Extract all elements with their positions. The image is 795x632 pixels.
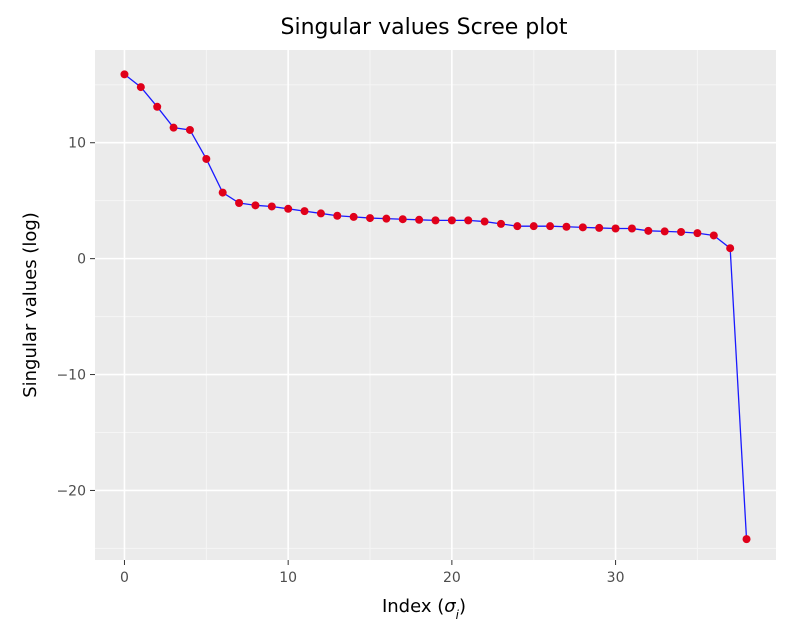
x-axis-title-symbol: σ xyxy=(444,596,456,617)
y-axis-ticks: −20 −10 0 10 xyxy=(56,136,95,499)
data-point xyxy=(513,222,522,231)
x-axis-title: Index (σi) xyxy=(382,596,466,622)
data-point xyxy=(398,215,407,224)
data-point xyxy=(709,231,718,240)
data-point xyxy=(153,102,162,111)
x-tick-label: 20 xyxy=(443,570,461,586)
data-point xyxy=(611,224,620,233)
y-tick-label: −10 xyxy=(56,368,86,384)
data-point xyxy=(595,223,604,232)
data-point xyxy=(660,227,669,236)
data-point xyxy=(464,216,473,225)
data-point xyxy=(202,154,211,163)
data-point xyxy=(366,214,375,223)
plot-panel xyxy=(95,50,776,560)
data-point xyxy=(267,202,276,211)
x-tick-label: 30 xyxy=(607,570,625,586)
data-point xyxy=(251,201,260,210)
minor-grid xyxy=(95,50,776,560)
y-tick-label: 10 xyxy=(68,136,86,152)
major-grid xyxy=(95,50,776,560)
data-point xyxy=(431,216,440,225)
x-axis-title-prefix: Index ( xyxy=(382,596,444,617)
x-axis-ticks: 0 10 20 30 xyxy=(120,560,624,586)
data-point xyxy=(185,125,194,134)
x-tick-label: 10 xyxy=(279,570,297,586)
data-point xyxy=(284,204,293,213)
data-point xyxy=(120,70,129,79)
x-axis-title-suffix: ) xyxy=(459,596,466,617)
data-point xyxy=(136,83,145,92)
x-axis-title-subscript: i xyxy=(456,608,460,622)
data-point xyxy=(349,212,358,221)
data-point xyxy=(529,222,538,231)
data-point xyxy=(447,216,456,225)
data-point xyxy=(235,199,244,207)
data-point xyxy=(316,209,325,218)
chart-title: Singular values Scree plot xyxy=(281,15,568,40)
data-point xyxy=(546,222,555,231)
data-point xyxy=(742,535,751,544)
y-tick-label: −20 xyxy=(56,483,86,499)
data-point xyxy=(218,188,227,197)
data-point xyxy=(644,226,653,235)
data-point xyxy=(726,244,735,253)
data-point xyxy=(480,217,489,226)
y-tick-label: 0 xyxy=(77,252,86,268)
data-point xyxy=(415,215,424,224)
data-point xyxy=(333,211,342,220)
data-point xyxy=(627,224,636,233)
data-point xyxy=(496,219,505,228)
data-point xyxy=(382,214,391,223)
data-point xyxy=(693,229,702,238)
x-tick-label: 0 xyxy=(120,570,129,586)
points-layer xyxy=(120,70,751,544)
data-point xyxy=(677,227,686,236)
data-point xyxy=(300,207,309,216)
data-point xyxy=(562,222,571,231)
data-point xyxy=(169,123,178,132)
y-axis-title: Singular values (log) xyxy=(20,212,41,398)
data-point xyxy=(578,223,587,232)
